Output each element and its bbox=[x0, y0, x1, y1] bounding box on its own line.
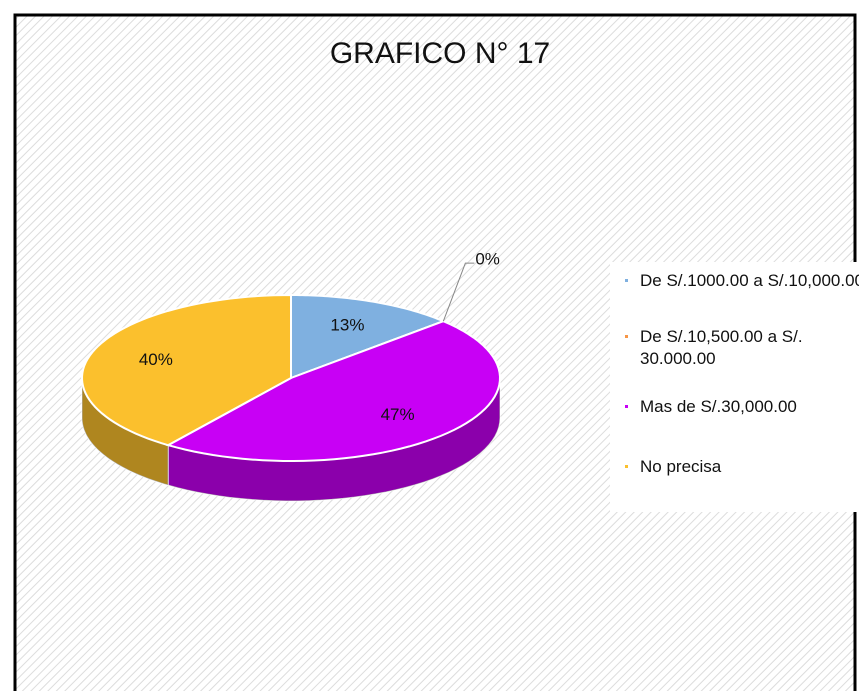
legend-marker bbox=[625, 465, 628, 468]
legend-item: Mas de S/.30,000.00 bbox=[622, 396, 859, 418]
legend-item: De S/.1000.00 a S/.10,000.00 bbox=[622, 270, 859, 292]
legend-label: De S/.1000.00 a S/.10,000.00 bbox=[640, 271, 859, 290]
data-label: 13% bbox=[330, 316, 364, 335]
legend-label: Mas de S/.30,000.00 bbox=[640, 397, 797, 416]
data-label: 0% bbox=[475, 250, 500, 269]
pie-slice bbox=[290, 293, 447, 380]
legend-marker bbox=[625, 335, 628, 338]
legend: De S/.1000.00 a S/.10,000.00 De S/.10,500… bbox=[610, 262, 859, 512]
data-label: 47% bbox=[381, 405, 415, 424]
leader-line bbox=[442, 262, 475, 322]
pie-slice bbox=[165, 320, 501, 462]
data-label: 40% bbox=[139, 350, 173, 369]
chart-title: GRAFICO N° 17 bbox=[330, 37, 550, 70]
pie-side-shade bbox=[82, 378, 169, 486]
legend-item: No precisa bbox=[622, 456, 859, 478]
legend-item: De S/.10,500.00 a S/. 30.000.00 bbox=[622, 326, 859, 370]
legend-marker bbox=[625, 279, 628, 282]
pie-slice bbox=[81, 293, 292, 447]
pie-side-shade bbox=[168, 378, 500, 501]
legend-label: No precisa bbox=[640, 457, 722, 476]
legend-marker bbox=[625, 405, 628, 408]
legend-label: De S/.10,500.00 a S/. 30.000.00 bbox=[640, 327, 803, 368]
